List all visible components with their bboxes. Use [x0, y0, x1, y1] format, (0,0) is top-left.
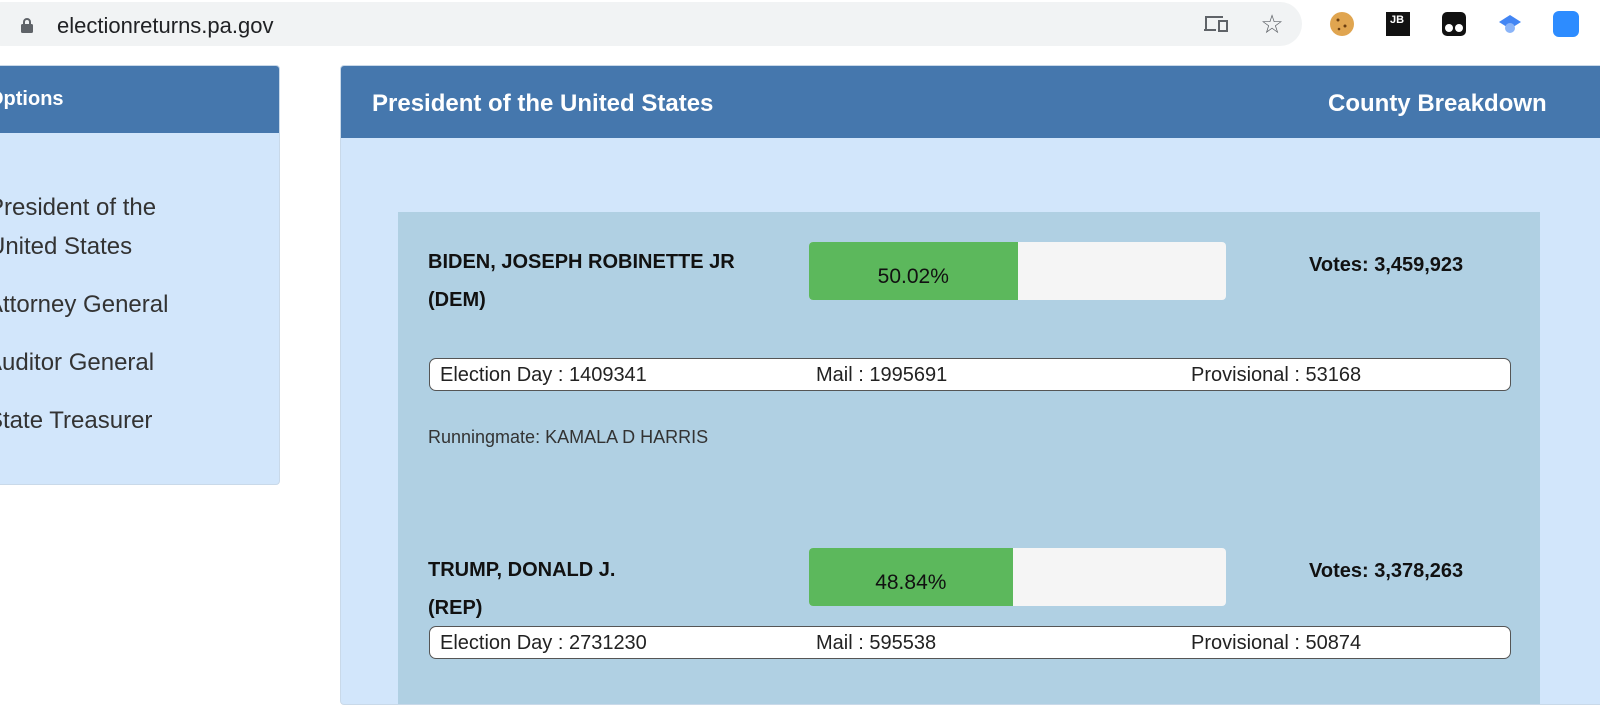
jetbrains-extension-icon[interactable]: JB — [1384, 10, 1412, 38]
election-day-votes: Election Day : 1409341 — [440, 364, 647, 386]
cast-icon[interactable] — [1202, 10, 1230, 38]
provisional-votes: Provisional : 53168 — [1191, 364, 1362, 386]
scholar-extension-icon[interactable] — [1496, 10, 1524, 38]
browser-toolbar: electionreturns.pa.gov ☆ JB — [0, 0, 1600, 50]
office-title: President of the United States — [372, 90, 714, 117]
vote-percent-fill: 50.02% — [809, 242, 1018, 300]
runningmate: Runningmate: KAMALA D HARRIS — [428, 427, 709, 447]
county-breakdown-link[interactable]: County Breakdown — [1328, 90, 1547, 117]
vote-percent-fill: 48.84% — [809, 548, 1013, 606]
zoom-extension-icon[interactable] — [1552, 10, 1580, 38]
results-panel: President of the United States County Br… — [340, 65, 1600, 705]
sidebar-item-auditor-general[interactable]: Auditor General — [0, 349, 155, 376]
sidebar-item-president[interactable]: President of the United States — [0, 194, 157, 260]
sidebar-item-state-treasurer[interactable]: State Treasurer — [0, 407, 153, 434]
vote-percent-bar: 48.84% — [809, 548, 1226, 606]
sidebar-item-attorney-general[interactable]: Attorney General — [0, 291, 169, 318]
url-text: electionreturns.pa.gov — [57, 13, 274, 38]
vote-total: Votes: 3,378,263 — [1309, 560, 1464, 582]
election-day-votes: Election Day : 2731230 — [440, 632, 647, 654]
vote-total: Votes: 3,459,923 — [1309, 254, 1464, 276]
sidebar-title: Options — [0, 88, 64, 110]
provisional-votes: Provisional : 50874 — [1191, 632, 1362, 654]
mail-votes: Mail : 595538 — [816, 632, 937, 654]
mail-votes: Mail : 1995691 — [816, 364, 948, 386]
cookie-extension-icon[interactable] — [1328, 10, 1356, 38]
candidate-name: TRUMP, DONALD J. (REP) — [428, 559, 616, 619]
vote-breakdown: Election Day : 2731230 Mail : 595538 Pro… — [429, 626, 1511, 659]
candidate-name: BIDEN, JOSEPH ROBINETTE JR (DEM) — [428, 251, 735, 311]
results-header: President of the United States County Br… — [341, 66, 1600, 138]
options-sidebar: Options President of the United States A… — [0, 65, 280, 485]
vote-breakdown: Election Day : 1409341 Mail : 1995691 Pr… — [429, 358, 1511, 391]
sidebar-header: Options — [0, 66, 279, 133]
candidates-box: BIDEN, JOSEPH ROBINETTE JR (DEM) 50.02% V… — [398, 212, 1540, 704]
page-content: Options President of the United States A… — [0, 50, 1600, 705]
address-bar[interactable]: electionreturns.pa.gov — [0, 2, 1302, 46]
lock-icon — [21, 18, 33, 33]
vote-percent-bar: 50.02% — [809, 242, 1226, 300]
star-icon[interactable]: ☆ — [1260, 8, 1284, 39]
tampermonkey-extension-icon[interactable] — [1440, 10, 1468, 38]
